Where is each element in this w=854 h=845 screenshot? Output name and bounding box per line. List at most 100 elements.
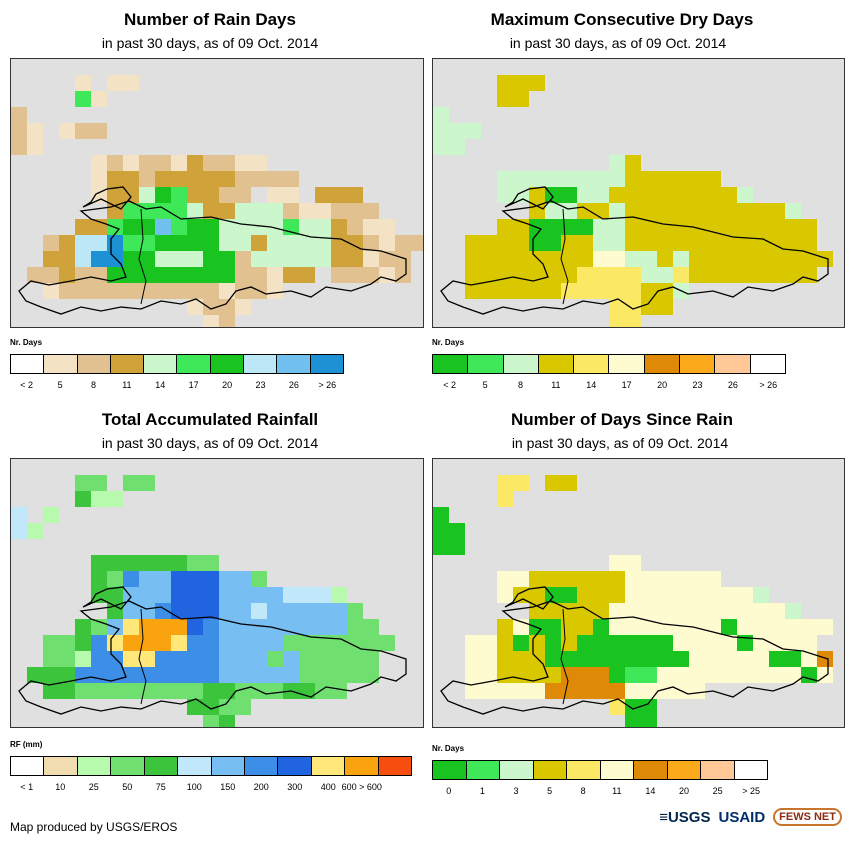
map-cell — [235, 603, 251, 619]
panel-subtitle: in past 30 days, as of 09 Oct. 2014 — [101, 35, 319, 51]
map-cell — [235, 283, 251, 299]
map-cell — [577, 283, 593, 299]
map-cell — [251, 251, 267, 267]
map-cell — [251, 667, 267, 683]
map-cell — [737, 235, 753, 251]
map-cell — [43, 251, 59, 267]
legend-title: Nr. Days — [432, 744, 465, 753]
map-cell — [737, 587, 753, 603]
map-cell — [609, 171, 625, 187]
map-cell — [139, 571, 155, 587]
map-cell — [187, 699, 203, 715]
map-cell — [545, 475, 561, 491]
legend-label: > 26 — [759, 380, 778, 390]
legend-label: 11 — [122, 380, 132, 390]
map-cell — [43, 235, 59, 251]
map-cell — [91, 155, 107, 171]
map-cell — [817, 651, 833, 667]
panel-max-dry-days: Maximum Consecutive Dry Days in past 30 … — [432, 0, 852, 400]
map-cell — [203, 219, 219, 235]
legend-label: 23 — [692, 380, 703, 390]
map-cell — [123, 75, 139, 91]
map-cell — [753, 267, 769, 283]
map-cell — [155, 619, 171, 635]
map-cell — [75, 667, 91, 683]
legend-swatch — [310, 355, 343, 373]
map-cell — [139, 619, 155, 635]
map-cell — [315, 667, 331, 683]
map-cell — [433, 523, 449, 539]
map-cell — [267, 619, 283, 635]
map-cell — [689, 635, 705, 651]
map-cell — [657, 283, 673, 299]
map-cell — [139, 171, 155, 187]
map-cell — [379, 251, 395, 267]
coastline — [18, 186, 407, 315]
map-cell — [561, 667, 577, 683]
map-cell — [331, 667, 347, 683]
map-cell — [43, 283, 59, 299]
map-cell — [235, 155, 251, 171]
map-cell — [481, 283, 497, 299]
map-cell — [59, 267, 75, 283]
map-cell — [593, 683, 609, 699]
map-cell — [641, 203, 657, 219]
map-cell — [251, 603, 267, 619]
legend-bar — [10, 756, 412, 776]
map-cell — [187, 235, 203, 251]
map-cell — [481, 651, 497, 667]
map-cell — [123, 651, 139, 667]
map-cell — [673, 619, 689, 635]
map-cell — [497, 571, 513, 587]
legend-label: 23 — [255, 380, 266, 390]
legend-swatch — [77, 355, 111, 373]
map-cell — [203, 635, 219, 651]
map-cell — [123, 683, 139, 699]
map-cell — [625, 235, 641, 251]
panel-total-rainfall: Total Accumulated Rainfall in past 30 da… — [0, 400, 424, 800]
map-cell — [641, 667, 657, 683]
map-cell — [801, 651, 817, 667]
map-cell — [43, 667, 59, 683]
map-cell — [155, 267, 171, 283]
map-cell — [449, 539, 465, 555]
map-cell — [331, 235, 347, 251]
map-cell — [721, 267, 737, 283]
map-cell — [545, 283, 561, 299]
map-cell — [785, 203, 801, 219]
map-cell — [673, 251, 689, 267]
map-cell — [721, 603, 737, 619]
legend-swatch — [277, 355, 311, 373]
map-cell — [363, 667, 379, 683]
map-cell — [107, 635, 123, 651]
map-cell — [155, 187, 171, 203]
map-cell — [75, 123, 91, 139]
map-cell — [609, 235, 625, 251]
legend-label: 10 — [55, 782, 66, 792]
map-cell — [267, 251, 283, 267]
map-cell — [155, 171, 171, 187]
panel-title: Number of Days Since Rain — [510, 410, 733, 429]
map-cell — [75, 491, 91, 507]
fews-net-logo: FEWS NET — [773, 808, 842, 826]
border-line — [138, 208, 147, 305]
map-cell — [107, 683, 123, 699]
map-cell — [203, 171, 219, 187]
map-cell — [331, 651, 347, 667]
map-cell — [609, 315, 625, 327]
map-cell — [769, 603, 785, 619]
legend-swatch — [433, 355, 469, 373]
map-cell — [625, 699, 641, 715]
map-cell — [219, 187, 235, 203]
map-cell — [75, 91, 91, 107]
map-cell — [785, 635, 801, 651]
legend-swatch — [345, 757, 379, 775]
map-cell — [235, 267, 251, 283]
map-cell — [625, 155, 641, 171]
map-cell — [753, 619, 769, 635]
map-cell — [609, 603, 625, 619]
panel-subtitle: in past 30 days, as of 09 Oct. 2014 — [511, 435, 729, 451]
map-cell — [481, 235, 497, 251]
map-cell — [347, 635, 363, 651]
map-cell — [721, 587, 737, 603]
